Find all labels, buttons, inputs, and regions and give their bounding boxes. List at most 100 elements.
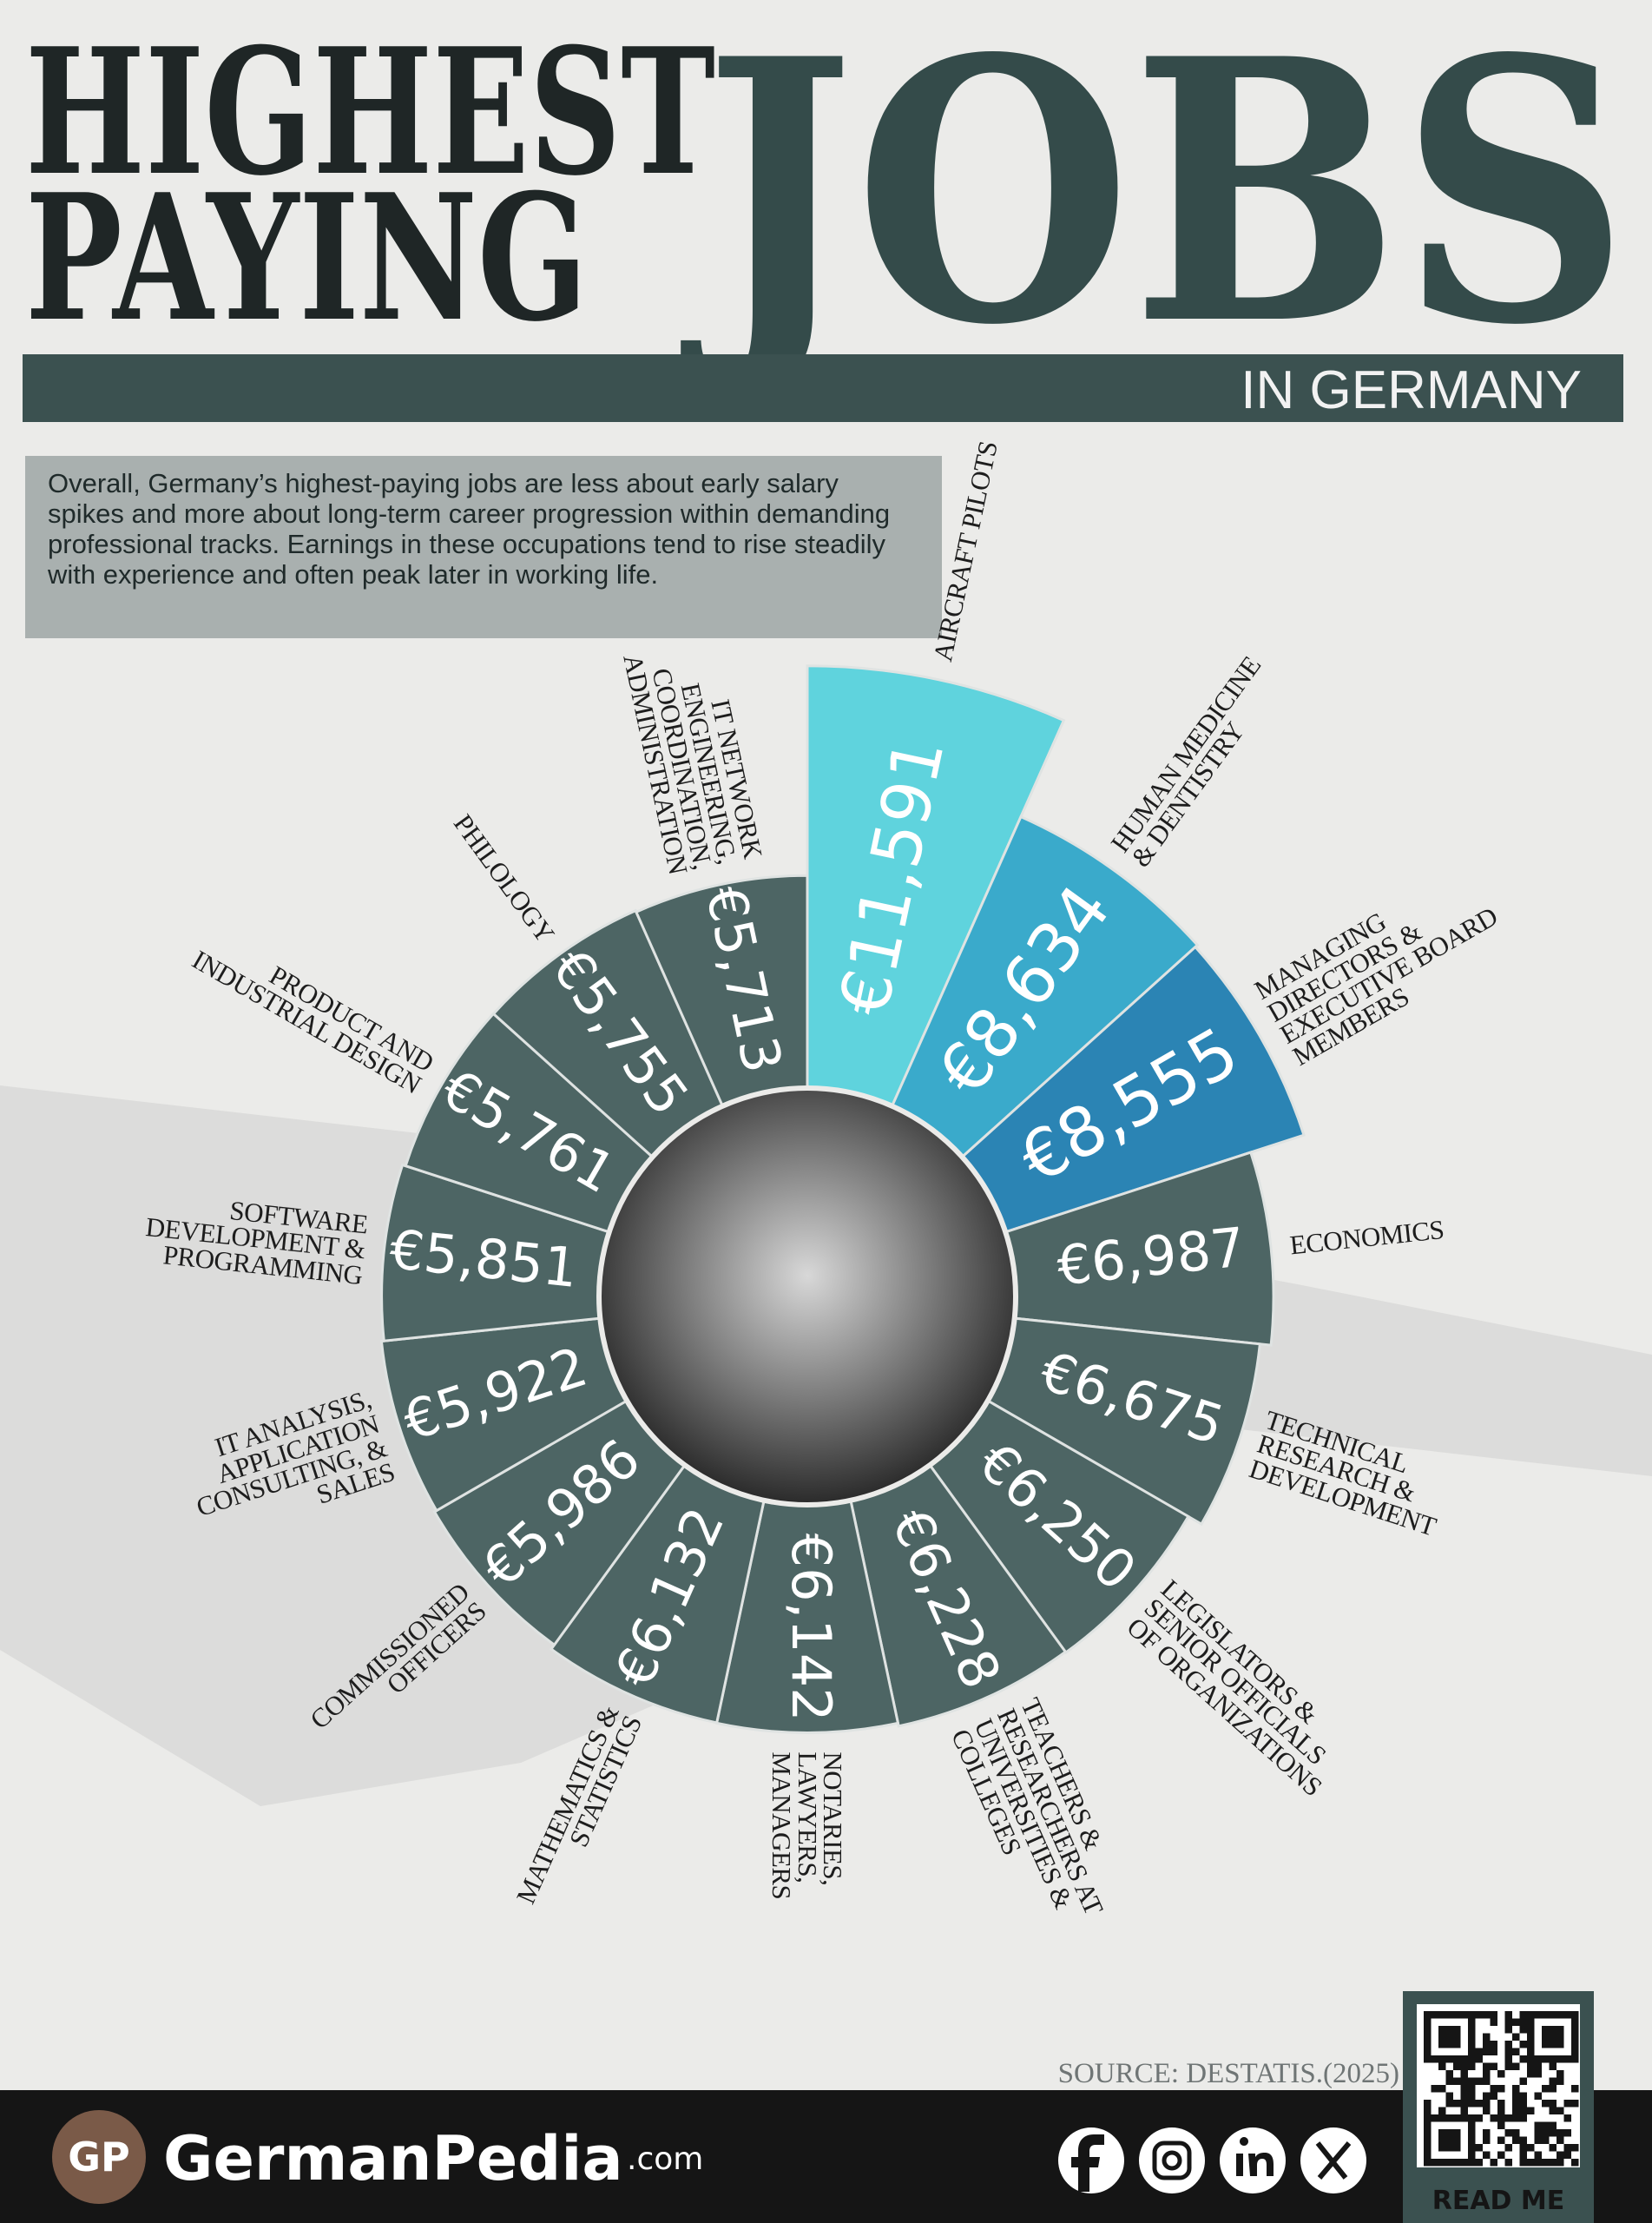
qr-cell [1445, 2011, 1453, 2019]
qr-cell [1490, 2041, 1497, 2048]
qr-cell [1460, 2085, 1468, 2093]
category-label: NOTARIES, LAWYERS, MANAGERS [767, 1751, 849, 1900]
qr-cell [1549, 2129, 1557, 2137]
qr-cell [1445, 2114, 1453, 2122]
qr-cell [1445, 2070, 1453, 2078]
qr-cell [1438, 2062, 1446, 2070]
qr-cell [1475, 2144, 1483, 2152]
qr-cell [1504, 2041, 1512, 2048]
qr-cell [1557, 2026, 1564, 2034]
qr-cell [1557, 2129, 1564, 2137]
qr-cell [1468, 2048, 1476, 2055]
qr-cell [1542, 2136, 1550, 2144]
qr-cell [1571, 2033, 1579, 2041]
qr-cell [1557, 2151, 1564, 2159]
qr-cell [1557, 2011, 1564, 2019]
instagram-icon[interactable] [1139, 2127, 1205, 2193]
qr-cell [1504, 2048, 1512, 2055]
qr-cell [1571, 2085, 1579, 2093]
qr-cell [1468, 2114, 1476, 2122]
qr-cell [1453, 2033, 1461, 2041]
qr-cell [1424, 2018, 1432, 2026]
qr-label: READ ME [1432, 2186, 1565, 2216]
qr-cell [1497, 2121, 1505, 2129]
qr-cell [1563, 2100, 1571, 2108]
qr-cell [1542, 2100, 1550, 2108]
qr-cell [1445, 2092, 1453, 2100]
qr-cell [1563, 2055, 1571, 2063]
qr-cell [1424, 2144, 1432, 2152]
qr-cell [1512, 2018, 1520, 2026]
center-photo [596, 1085, 1018, 1507]
qr-cell [1571, 2018, 1579, 2026]
qr-cell [1438, 2041, 1446, 2048]
qr-cell [1438, 2011, 1446, 2019]
qr-cell [1549, 2077, 1557, 2085]
qr-cell [1542, 2055, 1550, 2063]
qr-cell [1519, 2011, 1527, 2019]
qr-cell [1424, 2121, 1432, 2129]
qr-cell [1512, 2136, 1520, 2144]
qr-cell [1542, 2159, 1550, 2167]
qr-cell [1571, 2055, 1579, 2063]
qr-cell [1438, 2129, 1446, 2137]
qr-cell [1453, 2055, 1461, 2063]
qr-cell [1490, 2114, 1497, 2122]
qr-cell [1438, 2107, 1446, 2114]
qr-cell [1519, 2026, 1527, 2034]
qr-cell [1483, 2011, 1491, 2019]
qr-cell [1468, 2062, 1476, 2070]
qr-cell [1453, 2129, 1461, 2137]
qr-cell [1504, 2011, 1512, 2019]
qr-cell [1475, 2048, 1483, 2055]
qr-cell [1438, 2055, 1446, 2063]
qr-cell [1519, 2136, 1527, 2144]
qr-cell [1542, 2041, 1550, 2048]
qr-cell [1534, 2055, 1542, 2063]
qr-cell [1512, 2100, 1520, 2108]
qr-cell [1445, 2159, 1453, 2167]
qr-cell [1468, 2121, 1476, 2129]
qr-cell [1519, 2018, 1527, 2026]
qr-cell [1460, 2070, 1468, 2078]
qr-cell [1483, 2033, 1491, 2041]
qr-cell [1424, 2129, 1432, 2137]
qr-cell [1504, 2159, 1512, 2167]
qr-cell [1512, 2085, 1520, 2093]
qr-cell [1468, 2077, 1476, 2085]
qr-cell [1475, 2100, 1483, 2108]
qr-cell [1424, 2026, 1432, 2034]
qr-cell [1468, 2144, 1476, 2152]
qr-cell [1438, 2114, 1446, 2122]
qr-cell [1438, 2159, 1446, 2167]
qr-cell [1534, 2121, 1542, 2129]
qr-cell [1424, 2048, 1432, 2055]
qr-cell [1571, 2159, 1579, 2167]
qr-cell [1549, 2026, 1557, 2034]
qr-cell [1468, 2159, 1476, 2167]
brand-domain: .com [627, 2141, 703, 2177]
qr-cell [1519, 2114, 1527, 2122]
description-box [25, 456, 942, 638]
qr-cell [1424, 2041, 1432, 2048]
qr-cell [1468, 2151, 1476, 2159]
qr-cell [1519, 2151, 1527, 2159]
qr-cell [1512, 2129, 1520, 2137]
qr-cell [1534, 2070, 1542, 2078]
qr-cell [1534, 2129, 1542, 2137]
qr-cell [1483, 2041, 1491, 2048]
qr-cell [1527, 2048, 1535, 2055]
qr-cell [1468, 2055, 1476, 2063]
qr-cell [1504, 2144, 1512, 2152]
qr-cell [1497, 2136, 1505, 2144]
logo: GP [68, 2134, 129, 2180]
description-holder: Overall, Germany’s highest-paying jobs a… [48, 468, 890, 590]
qr-cell [1490, 2048, 1497, 2055]
qr-cell [1534, 2011, 1542, 2019]
qr-cell [1563, 2151, 1571, 2159]
qr-cell [1424, 2055, 1432, 2063]
qr-cell [1571, 2041, 1579, 2048]
qr-cell [1445, 2136, 1453, 2144]
qr-cell [1431, 2159, 1438, 2167]
